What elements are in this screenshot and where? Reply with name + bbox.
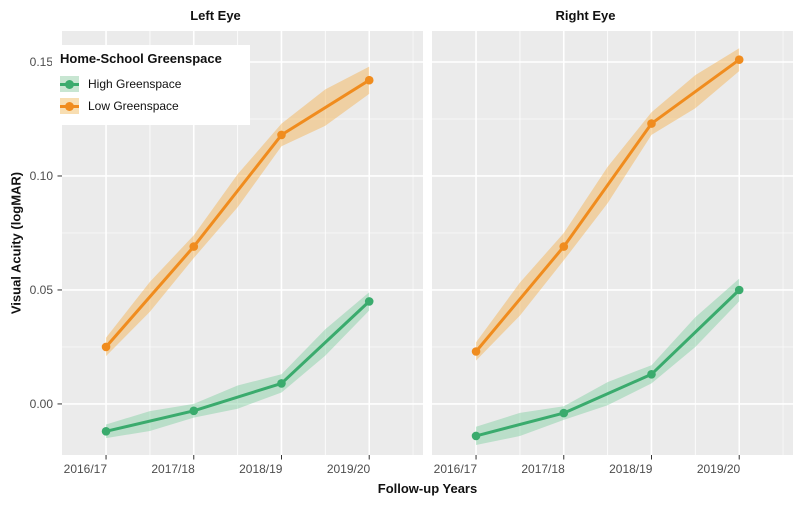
panel-right-eye: 2016/17 2017/18 2018/19 2019/20 <box>432 31 793 476</box>
y-tick-label: 0.15 <box>30 55 54 69</box>
series-ribbon-low-greenspace <box>106 66 370 357</box>
series-point-high-greenspace <box>559 408 569 418</box>
series-point-high-greenspace <box>101 427 111 436</box>
x-tick-label: 2016/17 <box>64 462 108 476</box>
series-point-low-greenspace <box>277 130 286 140</box>
x-tick-label: 2019/20 <box>697 462 741 476</box>
legend-key-high-greenspace <box>60 76 79 92</box>
facet-title-right-eye: Right Eye <box>555 8 616 23</box>
series-point-high-greenspace <box>277 379 286 388</box>
series-point-high-greenspace <box>734 285 744 295</box>
series-point-low-greenspace <box>471 347 481 356</box>
legend-title: Home-School Greenspace <box>60 51 222 66</box>
x-tick-label: 2016/17 <box>434 462 478 476</box>
series-ribbon-high-greenspace <box>106 292 370 439</box>
x-tick-label: 2017/18 <box>151 462 195 476</box>
series-point-low-greenspace <box>559 242 569 251</box>
x-tick-label: 2017/18 <box>521 462 565 476</box>
x-tick-label: 2018/19 <box>239 462 283 476</box>
series-line-high-greenspace <box>104 299 371 433</box>
facet-title-left-eye: Left Eye <box>190 8 241 23</box>
y-axis-title: Visual Acuity (logMAR) <box>8 171 24 315</box>
panel-background <box>432 31 793 455</box>
series-line-low-greenspace <box>104 78 371 349</box>
legend-label-high-greenspace: High Greenspace <box>88 77 182 91</box>
point-icon <box>65 79 74 89</box>
series-point-high-greenspace <box>364 297 374 306</box>
y-axis: 0.00 0.05 0.10 0.15 <box>30 55 62 411</box>
series-line-low-greenspace <box>474 58 741 353</box>
point-icon <box>65 101 74 111</box>
x-axis-title: Follow-up Years <box>377 481 478 496</box>
x-tick-label: 2018/19 <box>609 462 653 476</box>
series-point-low-greenspace <box>734 55 744 64</box>
y-tick-label: 0.10 <box>30 169 54 183</box>
y-tick-label: 0.00 <box>30 397 54 411</box>
series-line-high-greenspace <box>474 288 741 438</box>
y-tick-label: 0.05 <box>30 283 54 297</box>
series-point-high-greenspace <box>647 370 656 379</box>
legend: Home-School Greenspace High Greenspace L… <box>52 45 250 125</box>
series-point-low-greenspace <box>189 242 199 251</box>
series-point-low-greenspace <box>364 75 374 85</box>
series-ribbon-low-greenspace <box>476 48 740 361</box>
legend-key-low-greenspace <box>60 98 79 114</box>
series-point-high-greenspace <box>471 431 481 441</box>
series-point-low-greenspace <box>647 119 656 128</box>
legend-label-low-greenspace: Low Greenspace <box>88 99 179 113</box>
legend-item-low-greenspace: Low Greenspace <box>60 95 242 117</box>
legend-item-high-greenspace: High Greenspace <box>60 73 242 95</box>
x-tick-label: 2019/20 <box>327 462 371 476</box>
series-point-low-greenspace <box>101 342 111 352</box>
series-point-high-greenspace <box>189 406 199 416</box>
